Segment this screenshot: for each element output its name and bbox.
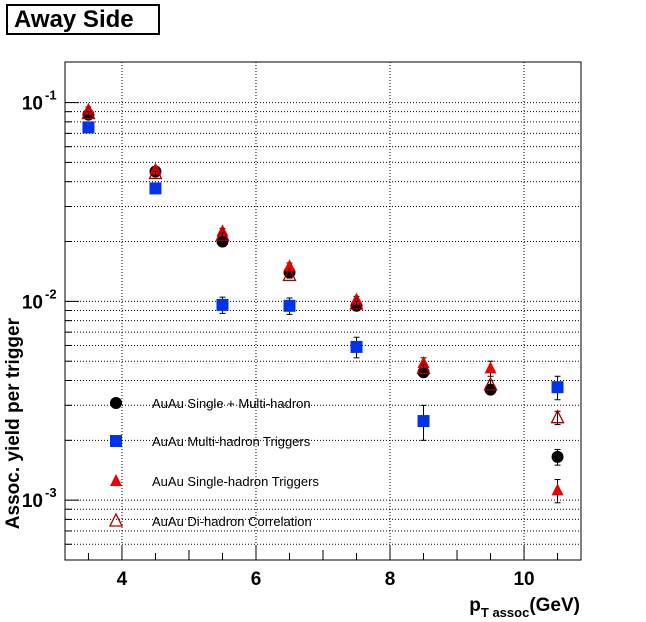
legend-marker [110,435,122,447]
x-tick-label: 8 [385,569,396,590]
data-point [82,121,95,134]
data-point [283,299,296,312]
legend-label: AuAu Single + Multi-hadron [152,396,311,411]
y-tick-exponent: -3 [45,485,57,500]
data-point [350,340,363,353]
data-point [283,259,296,272]
data-point [551,450,564,463]
x-tick-label: 6 [251,569,262,590]
legend-label: AuAu Single-hadron Triggers [152,474,319,489]
data-series [81,102,565,504]
legend-marker [110,397,122,409]
legend-label: AuAu Multi-hadron Triggers [152,434,311,449]
y-tick-exponent: -2 [45,286,57,301]
legend-marker [108,512,124,527]
legend-entry: AuAu Di-hadron Correlation [108,512,312,529]
data-point [216,235,229,248]
y-axis-label: Assoc. yield per trigger [3,317,24,529]
data-point [417,415,430,428]
data-point [416,359,431,375]
data-point [216,298,229,311]
y-tick-exponent: -1 [45,88,57,103]
data-point [550,409,565,424]
plot-frame [64,61,582,561]
x-tick-label: 10 [513,569,534,590]
data-point [551,381,564,394]
x-axis-label: pT assoc(GeV) [469,595,580,620]
data-point [215,226,230,241]
data-point [81,105,96,120]
data-point [149,182,162,195]
x-axis-label-unit: (GeV) [529,595,580,616]
grid-lines [65,62,581,561]
y-tick-label: 10 [22,94,43,115]
x-axis-label-sub: T assoc [481,605,529,620]
chart-title: Away Side [6,4,160,35]
data-point [551,483,564,496]
x-tick-label: 4 [117,569,128,590]
series-square [82,121,564,441]
data-point [148,165,163,180]
data-point [349,295,364,310]
legend-entry: AuAu Single + Multi-hadron [110,396,311,411]
legend-label: AuAu Di-hadron Correlation [152,514,312,529]
y-tick-label: 10 [22,491,43,512]
x-axis-label-main: p [469,595,481,616]
data-point [484,361,497,374]
data-point [282,267,297,282]
legend-entry: AuAu Single-hadron Triggers [110,474,319,489]
legend-marker [110,474,122,486]
y-tick-label: 10 [22,292,43,313]
data-point [483,376,498,391]
legend-entry: AuAu Multi-hadron Triggers [110,434,311,449]
legend: AuAu Single + Multi-hadron AuAu Multi-had… [108,396,319,529]
series-open-triangle [81,105,565,426]
